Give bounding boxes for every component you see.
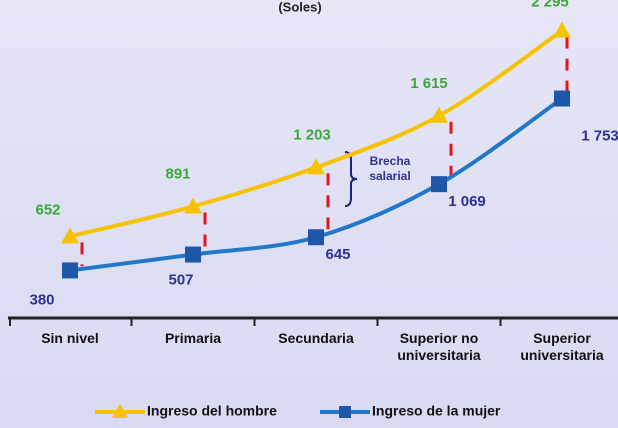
data-label: 1 615 xyxy=(410,75,448,92)
data-label: 1 069 xyxy=(448,193,486,210)
data-label: 1 203 xyxy=(293,126,331,143)
legend-marker xyxy=(112,404,128,418)
marker xyxy=(553,21,571,38)
data-label: 507 xyxy=(168,271,193,288)
marker xyxy=(62,262,78,279)
data-label: 2 295 xyxy=(531,0,569,11)
marker xyxy=(554,90,570,107)
annotation: Brecha salarial xyxy=(369,154,411,183)
legend-marker xyxy=(339,406,351,418)
marker xyxy=(308,229,324,246)
data-label: 1 753 xyxy=(581,127,618,144)
subtitle: (Soles) xyxy=(278,0,321,14)
data-label: 891 xyxy=(165,165,190,182)
legend-label: Ingreso del hombre xyxy=(147,403,277,419)
marker xyxy=(184,197,202,214)
marker xyxy=(430,106,448,123)
data-label: 380 xyxy=(29,291,54,308)
x-tick-label: Sin nivel xyxy=(41,330,99,346)
x-tick-label: Primaria xyxy=(164,330,222,346)
marker xyxy=(431,176,447,193)
marker xyxy=(185,246,201,263)
x-tick-label: Superior universitaria xyxy=(520,330,604,363)
x-tick-label: Superior no universitaria xyxy=(397,330,481,363)
brace xyxy=(344,151,358,207)
data-label: 652 xyxy=(35,201,60,218)
legend-label: Ingreso de la mujer xyxy=(372,403,501,419)
marker xyxy=(307,158,325,175)
marker xyxy=(61,227,79,244)
data-label: 645 xyxy=(325,246,350,263)
x-tick-label: Secundaria xyxy=(278,330,354,346)
